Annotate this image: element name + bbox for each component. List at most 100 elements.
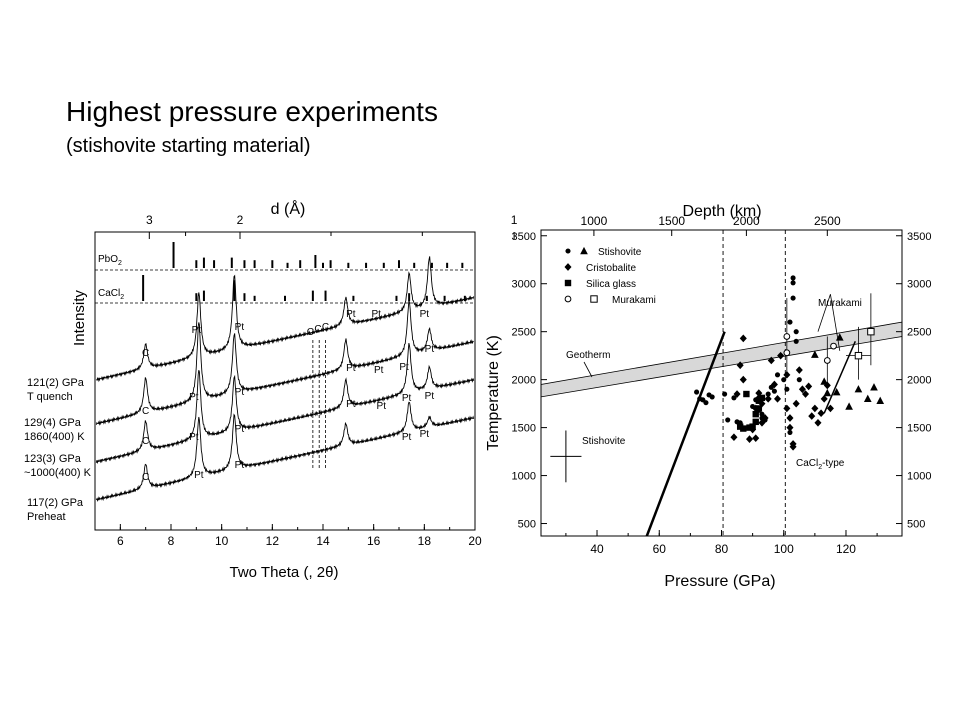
pt-point-stishovite-circle (787, 429, 793, 435)
slide-subtitle: (stishovite starting material) (66, 135, 311, 157)
pt-point-cristobalite (730, 433, 738, 442)
pt-point-cristobalite (814, 418, 822, 427)
xrd-x-tick-label: 12 (266, 534, 280, 548)
xrd-ref-label-cacl2-base: CaCl (98, 288, 120, 299)
xrd-peak-label: C (314, 324, 321, 335)
pt-legend-marker (590, 295, 598, 303)
pt-annotation-geotherm: Geotherm (566, 350, 610, 361)
pt-point-cristobalite (739, 334, 747, 343)
xrd-peak-label: Pt (235, 460, 245, 471)
pt-point-cristobalite (767, 356, 775, 365)
pt-y-tick-label: 3500 (512, 231, 536, 243)
pt-annotation-cacl2-base: CaCl (796, 458, 818, 469)
pt-point-cristobalite (783, 371, 791, 379)
pt-point-cristobalite (789, 442, 797, 451)
pt-point-stishovite-circle (793, 329, 799, 335)
pt-y-tick-label-right: 3500 (907, 231, 931, 243)
pt-annotation-cacl2-sub: 2 (818, 464, 822, 471)
pt-point-cristobalite (826, 404, 834, 413)
pt-point-stishovite-triangle (835, 333, 844, 341)
pt-point-silica-glass (752, 410, 759, 418)
xrd-x-axis-label: Two Theta (, 2θ) (230, 564, 339, 581)
xrd-peak-label: Pt (194, 470, 204, 481)
pt-point-stishovite-circle (787, 319, 793, 325)
xrd-peak-label: Pt (425, 344, 435, 355)
pt-x-tick-label: 120 (836, 542, 856, 556)
pt-y-tick-label-right: 1500 (907, 423, 931, 435)
xrd-x-tick-label: 10 (215, 534, 229, 548)
pt-point-cristobalite (783, 404, 791, 413)
pt-y-tick-label-right: 1000 (907, 471, 931, 483)
pt-point-cristobalite (817, 409, 825, 418)
pt-point-stishovite-circle (790, 280, 796, 286)
xrd-ref-label-pbo2-sub: 2 (118, 260, 122, 267)
pt-annotation-cacl2-type: CaCl2-type (796, 458, 845, 471)
pt-point-cristobalite (798, 385, 806, 394)
xrd-top-axis-label: d (Å) (271, 199, 306, 218)
xrd-series-label-1: 121(2) GPa (27, 377, 85, 389)
pt-point-stishovite-circle (722, 391, 728, 397)
pt-point-cristobalite (739, 375, 747, 384)
xrd-series-line (95, 401, 475, 503)
pt-point-cristobalite (770, 380, 778, 389)
pt-point-cristobalite (786, 414, 794, 422)
pt-point-murakami-circle (783, 333, 791, 340)
xrd-peak-label: C (142, 406, 149, 417)
xrd-series-sublabel-2: 1860(400) K (24, 431, 85, 443)
pt-y-tick-label: 500 (518, 519, 536, 531)
pt-point-cristobalite (786, 423, 794, 432)
xrd-peak-label: C (322, 322, 329, 333)
xrd-x-tick-label: 14 (316, 534, 330, 548)
pt-point-stishovite-circle (774, 372, 781, 378)
pt-point-silica-glass (743, 390, 750, 398)
xrd-y-axis-label: Intensity (71, 290, 88, 346)
xrd-top-tick-label: 2 (237, 213, 244, 227)
pt-murakami-pointer (830, 294, 841, 351)
xrd-peak-label: Pt (371, 309, 381, 320)
pt-point-cristobalite (802, 390, 810, 398)
xrd-peak-label: Pt (346, 363, 356, 374)
pt-point-cristobalite (736, 361, 744, 370)
pt-y-tick-label: 3000 (512, 279, 536, 291)
pt-murakami-pointer (817, 294, 831, 332)
xrd-peak-label: Pt (425, 391, 435, 402)
pt-point-stishovite-circle (790, 275, 796, 281)
pt-annotation-cacl2-suffix: -type (822, 458, 845, 469)
pt-point-cristobalite (808, 412, 816, 420)
xrd-series-sublabel-1: T quench (27, 391, 73, 403)
xrd-peak-label: Pt (346, 309, 356, 320)
xrd-x-tick-label: 16 (367, 534, 381, 548)
pt-point-cristobalite (792, 399, 800, 408)
pt-geotherm-pointer (583, 361, 593, 378)
pt-point-cristobalite (745, 435, 754, 443)
pt-legend-label-silica-glass: Silica glass (586, 279, 636, 290)
xrd-peak-label: Pt (402, 432, 412, 443)
xrd-series-label-4: 117(2) GPa (27, 497, 84, 509)
pt-y-tick-label: 2500 (512, 327, 536, 339)
pt-point-stishovite-circle (793, 338, 799, 344)
pt-x-tick-label: 80 (715, 542, 729, 556)
xrd-series-sublabel-3: ~1000(400) K (24, 467, 92, 479)
pt-point-cristobalite (823, 381, 831, 390)
xrd-peak-label: C (307, 327, 314, 338)
pt-annotation-murakami: Murakami (818, 298, 862, 309)
pt-point-stishovite-circle (725, 417, 731, 423)
xrd-x-tick-label: 8 (168, 534, 175, 548)
xrd-peak-label: Pt (235, 387, 245, 398)
xrd-peak-label: Pt (420, 309, 430, 320)
xrd-peak-label: Pt (374, 365, 384, 376)
pt-point-cristobalite (805, 382, 813, 391)
pt-x-tick-label: 100 (774, 542, 794, 556)
pt-point-silica-glass (755, 405, 763, 412)
pt-point-stishovite-triangle (854, 385, 863, 393)
pt-point-stishovite-circle (790, 295, 796, 301)
pt-point-cristobalite (795, 366, 803, 374)
pt-y-tick-label-right: 500 (907, 519, 925, 531)
xrd-peak-label: Pt (235, 322, 245, 333)
xrd-peak-label: Pt (192, 325, 202, 336)
xrd-peak-label: Pt (189, 392, 199, 403)
pt-point-cristobalite (733, 390, 741, 398)
slide-title: Highest pressure experiments (66, 96, 438, 127)
pt-x-tick-label: 40 (590, 542, 604, 556)
